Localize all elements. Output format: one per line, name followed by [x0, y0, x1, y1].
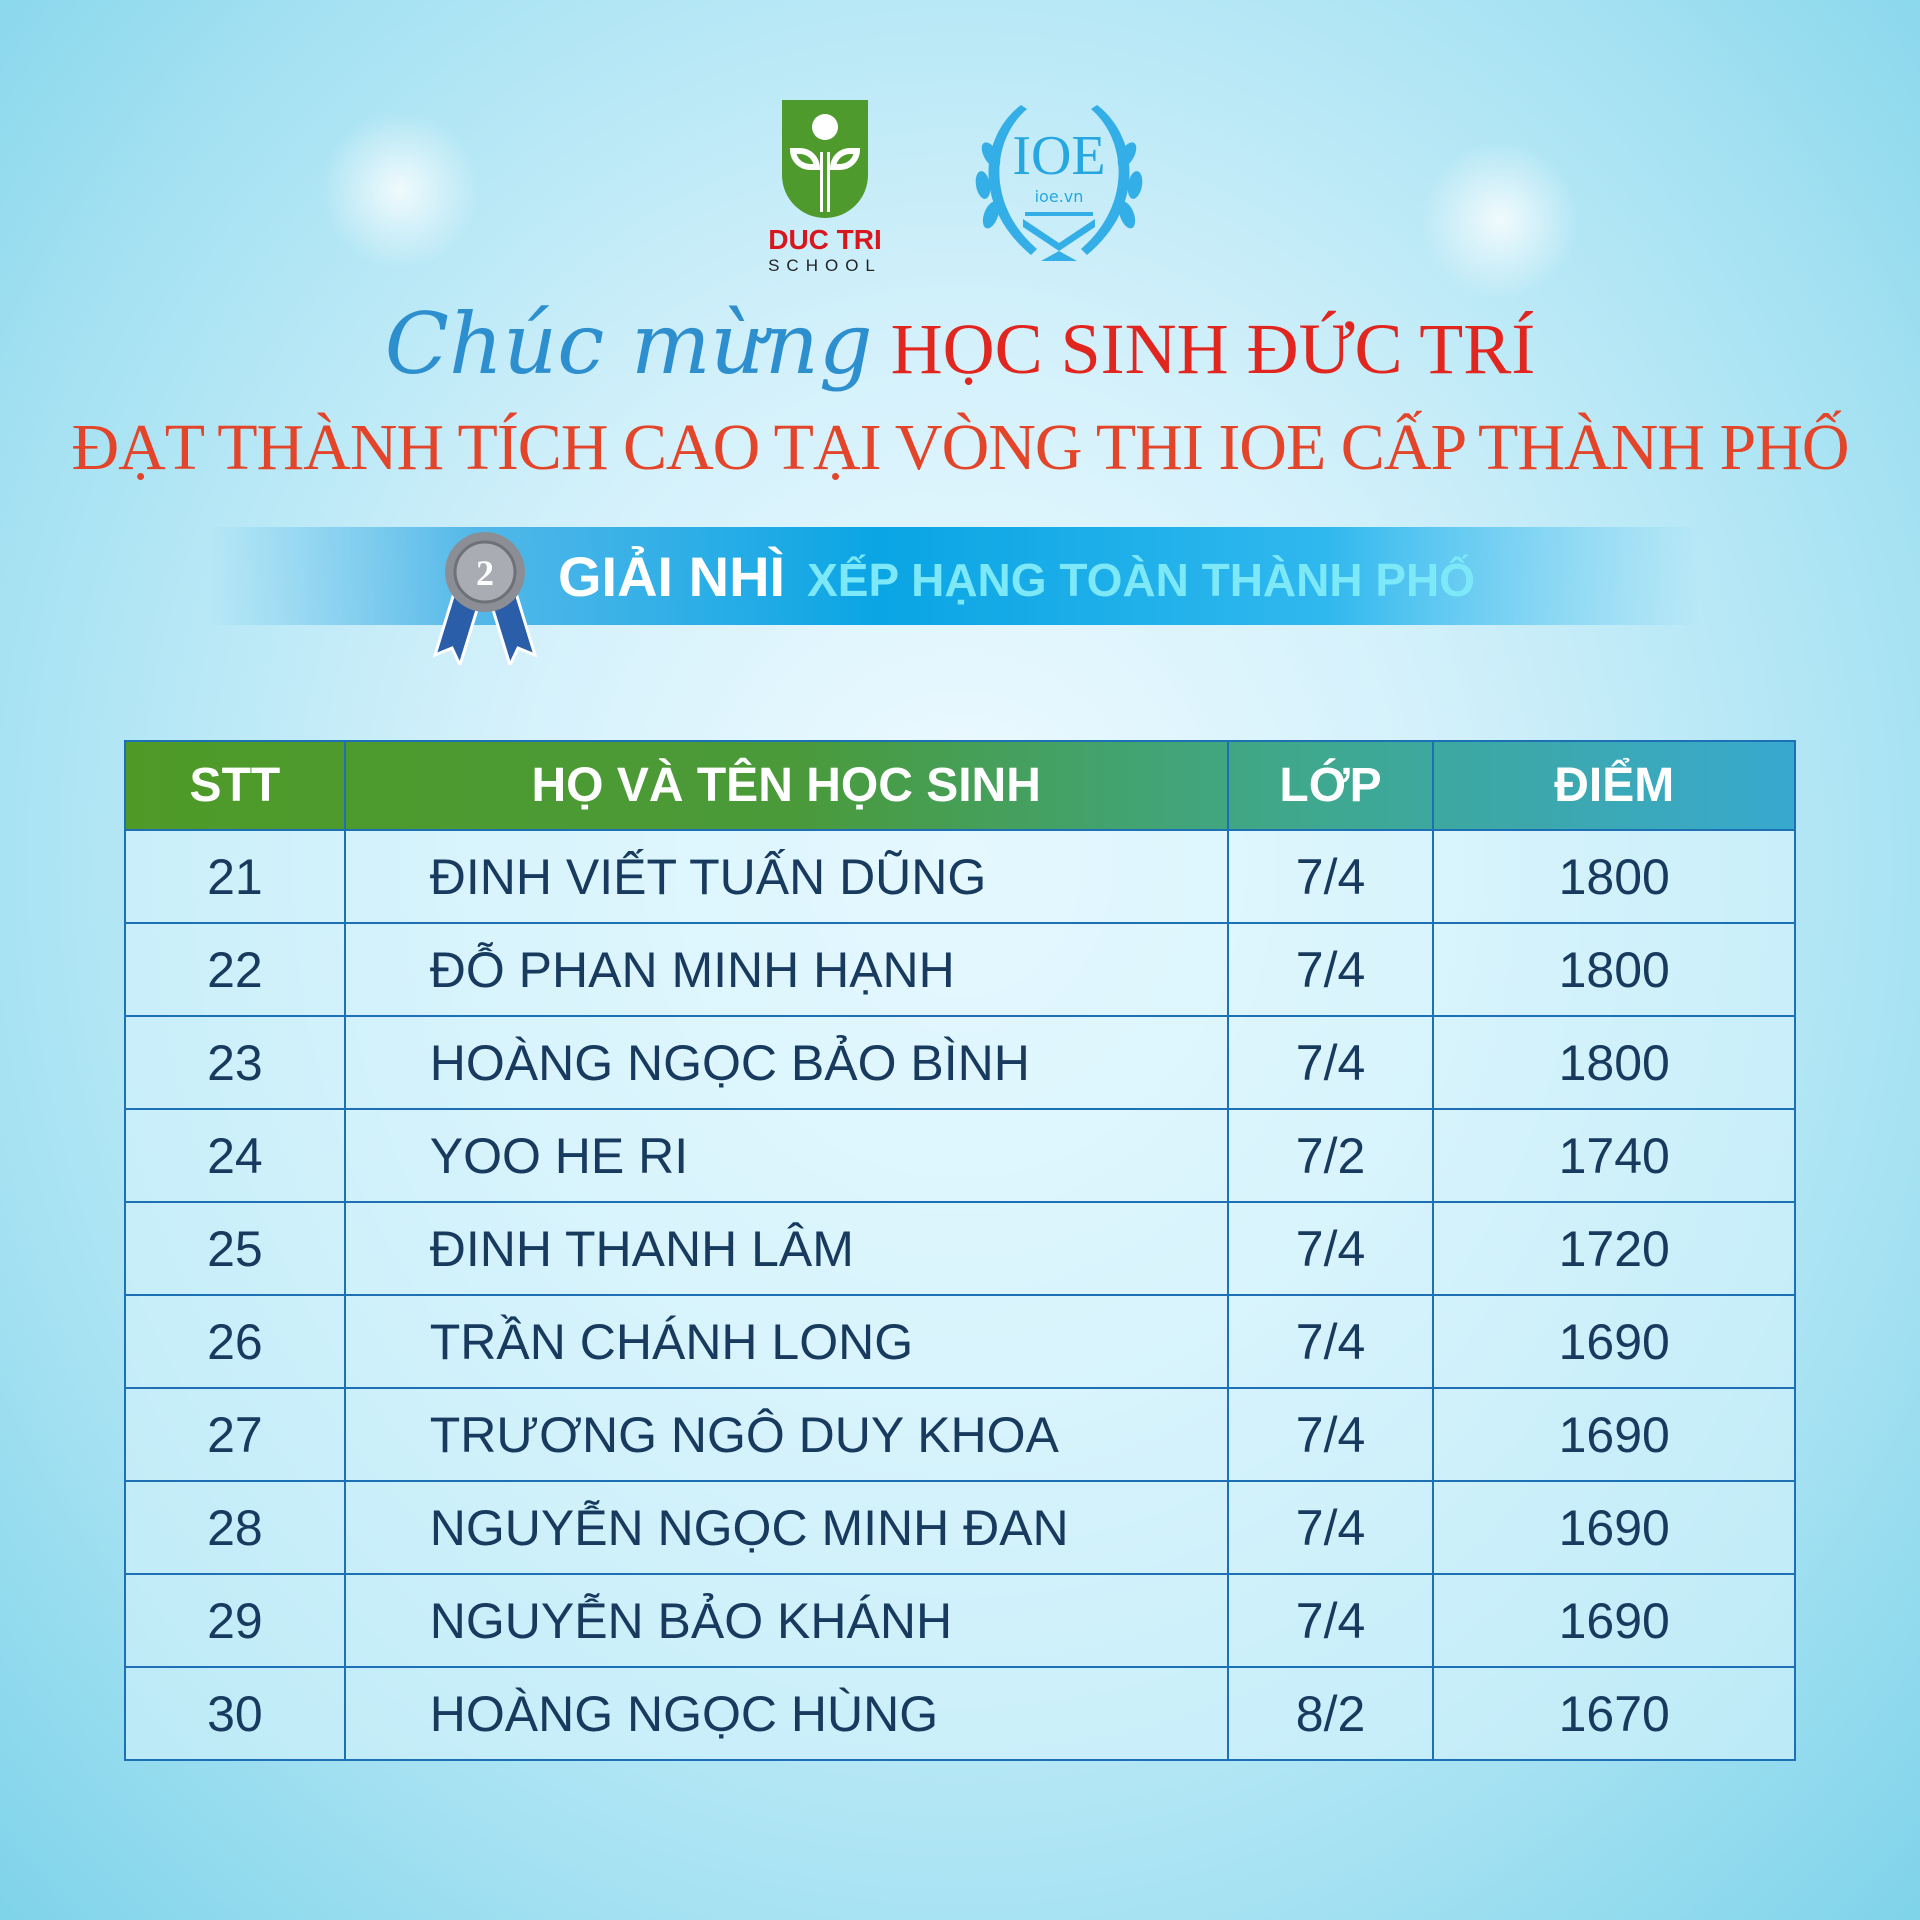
row-score: 1800: [1432, 1015, 1796, 1110]
row-stt: 30: [124, 1666, 346, 1761]
ioe-name: IOE: [1012, 125, 1106, 187]
table-row: 29 NGUYỄN BẢO KHÁNH 7/4 1690: [124, 1573, 1796, 1668]
row-student-name: ĐINH VIẾT TUẤN DŨNG: [343, 829, 1229, 924]
row-stt: 26: [124, 1294, 346, 1389]
row-score: 1690: [1432, 1387, 1796, 1482]
silver-medal-icon: 2: [432, 532, 538, 665]
header-score: ĐIỂM: [1432, 740, 1796, 831]
row-score: 1690: [1432, 1480, 1796, 1575]
row-score: 1720: [1432, 1201, 1796, 1296]
row-score: 1800: [1432, 922, 1796, 1017]
row-score: 1690: [1432, 1573, 1796, 1668]
ioe-logo: IOE ioe.vn: [961, 95, 1157, 267]
row-student-name: HOÀNG NGỌC HÙNG: [343, 1666, 1229, 1761]
sprout-shield-icon: [782, 100, 868, 218]
table-row: 28 NGUYỄN NGỌC MINH ĐAN 7/4 1690: [124, 1480, 1796, 1575]
row-stt: 23: [124, 1015, 346, 1110]
row-student-name: NGUYỄN BẢO KHÁNH: [343, 1573, 1229, 1668]
row-score: 1800: [1432, 829, 1796, 924]
row-student-name: TRƯƠNG NGÔ DUY KHOA: [343, 1387, 1229, 1482]
header-class: LỚP: [1226, 740, 1435, 831]
header-name: HỌ VÀ TÊN HỌC SINH: [343, 740, 1229, 831]
congrats-script: Chúc mừng: [384, 295, 873, 393]
row-class: 7/4: [1226, 1201, 1435, 1296]
table-row: 21 ĐINH VIẾT TUẤN DŨNG 7/4 1800: [124, 829, 1796, 924]
title-line-1: Chúc mừng HỌC SINH ĐỨC TRÍ: [0, 292, 1920, 396]
table-row: 30 HOÀNG NGỌC HÙNG 8/2 1670: [124, 1666, 1796, 1761]
row-student-name: YOO HE RI: [343, 1108, 1229, 1203]
table-row: 27 TRƯƠNG NGÔ DUY KHOA 7/4 1690: [124, 1387, 1796, 1482]
row-stt: 22: [124, 922, 346, 1017]
row-score: 1690: [1432, 1294, 1796, 1389]
table-row: 22 ĐỖ PHAN MINH HẠNH 7/4 1800: [124, 922, 1796, 1017]
row-student-name: ĐỖ PHAN MINH HẠNH: [343, 922, 1229, 1017]
row-class: 7/4: [1226, 1294, 1435, 1389]
table-row: 26 TRẦN CHÁNH LONG 7/4 1690: [124, 1294, 1796, 1389]
medal-number: 2: [476, 553, 494, 593]
row-class: 7/2: [1226, 1108, 1435, 1203]
table-row: 23 HOÀNG NGỌC BẢO BÌNH 7/4 1800: [124, 1015, 1796, 1110]
row-class: 7/4: [1226, 922, 1435, 1017]
row-class: 7/4: [1226, 1387, 1435, 1482]
laurel-wreath-icon: [975, 105, 1143, 261]
row-score: 1670: [1432, 1666, 1796, 1761]
school-name: DUC TRI: [768, 224, 882, 255]
prize-label: GIẢI NHÌ: [558, 545, 786, 608]
background-glow: [320, 110, 480, 270]
row-stt: 28: [124, 1480, 346, 1575]
ioe-sub: ioe.vn: [1034, 187, 1084, 206]
table-header: STT HỌ VÀ TÊN HỌC SINH LỚP ĐIỂM: [124, 740, 1796, 831]
title-line-2: ĐẠT THÀNH TÍCH CAO TẠI VÒNG THI IOE CẤP …: [71, 411, 1849, 484]
prize-subtitle: XẾP HẠNG TOÀN THÀNH PHỐ: [807, 554, 1476, 606]
duc-tri-school-logo: DUC TRI SCHOOL: [759, 100, 891, 276]
title-school: HỌC SINH ĐỨC TRÍ: [890, 309, 1536, 389]
row-class: 7/4: [1226, 1573, 1435, 1668]
row-class: 7/4: [1226, 829, 1435, 924]
row-class: 8/2: [1226, 1666, 1435, 1761]
row-class: 7/4: [1226, 1015, 1435, 1110]
row-stt: 24: [124, 1108, 346, 1203]
row-student-name: NGUYỄN NGỌC MINH ĐAN: [343, 1480, 1229, 1575]
table-row: 25 ĐINH THANH LÂM 7/4 1720: [124, 1201, 1796, 1296]
row-student-name: ĐINH THANH LÂM: [343, 1201, 1229, 1296]
school-sub: SCHOOL: [768, 256, 882, 275]
table-row: 24 YOO HE RI 7/2 1740: [124, 1108, 1796, 1203]
row-stt: 21: [124, 829, 346, 924]
row-score: 1740: [1432, 1108, 1796, 1203]
results-table: STT HỌ VÀ TÊN HỌC SINH LỚP ĐIỂM 21 ĐINH V…: [124, 740, 1796, 1761]
background-glow: [1420, 140, 1580, 300]
row-stt: 25: [124, 1201, 346, 1296]
row-class: 7/4: [1226, 1480, 1435, 1575]
row-student-name: TRẦN CHÁNH LONG: [343, 1294, 1229, 1389]
header-stt: STT: [124, 740, 346, 831]
row-stt: 27: [124, 1387, 346, 1482]
award-title: GIẢI NHÌ XẾP HẠNG TOÀN THÀNH PHỐ: [558, 545, 1475, 612]
row-student-name: HOÀNG NGỌC BẢO BÌNH: [343, 1015, 1229, 1110]
row-stt: 29: [124, 1573, 346, 1668]
